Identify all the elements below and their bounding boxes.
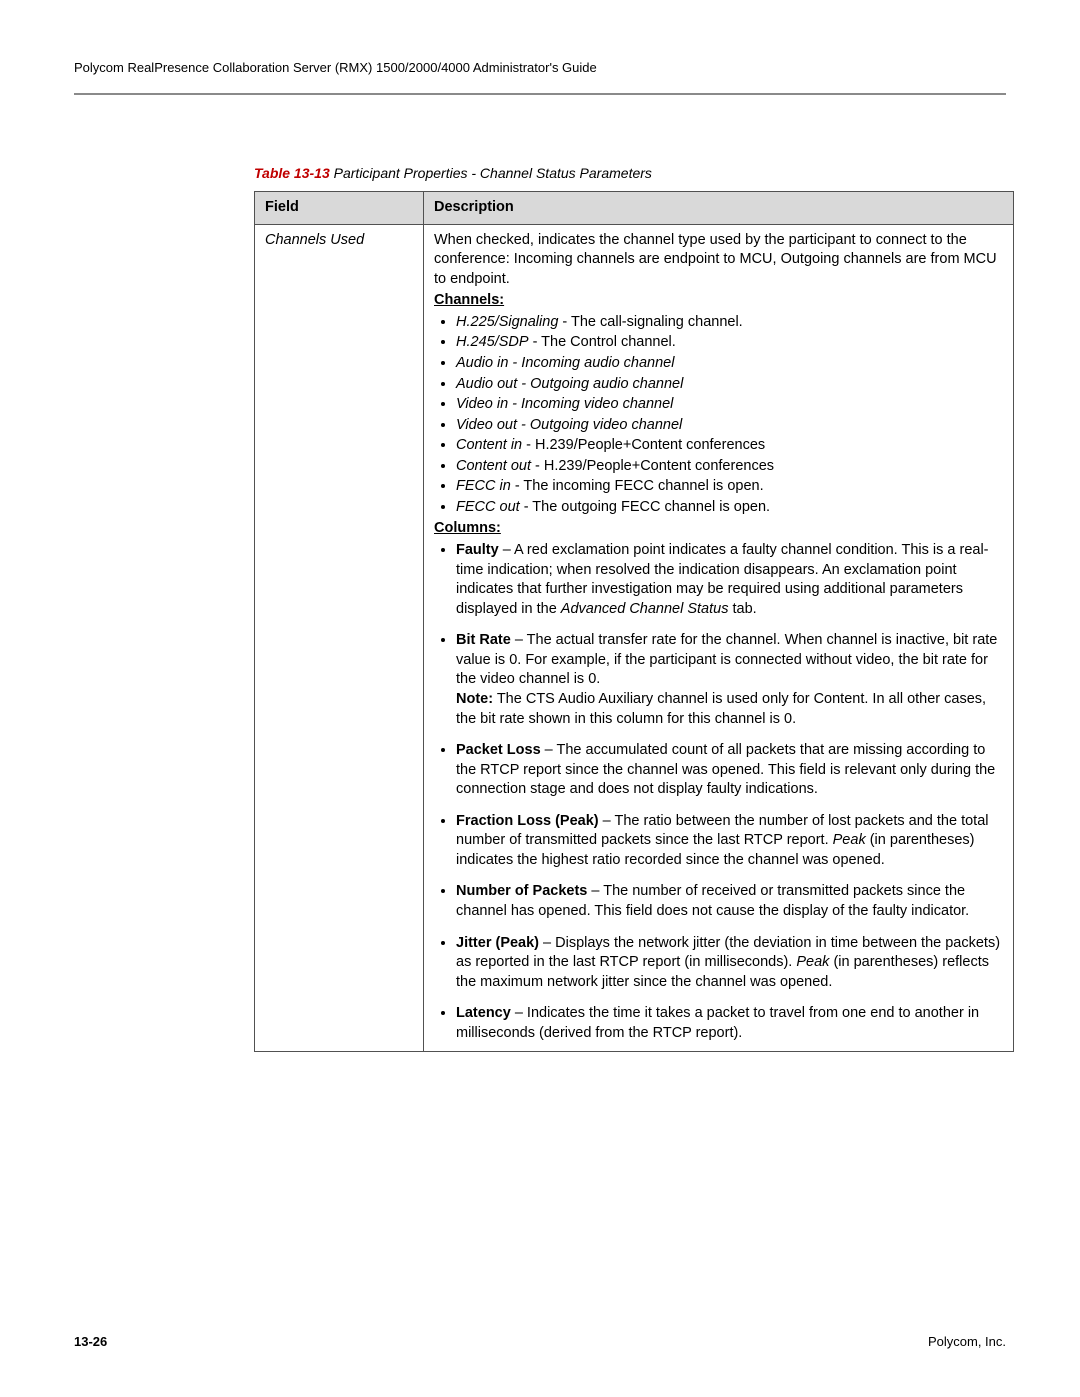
channel-item: Video in - Incoming video channel — [456, 395, 1003, 415]
column-item-fractionloss: Fraction Loss (Peak) – The ratio between… — [456, 812, 1003, 871]
columns-heading: Columns: — [434, 520, 501, 536]
table-row: Channels Used When checked, indicates th… — [255, 224, 1014, 1052]
channel-item: Content in - H.239/People+Content confer… — [456, 436, 1003, 456]
parameters-table: Field Description Channels Used When che… — [254, 191, 1014, 1052]
column-item-faulty: Faulty – A red exclamation point indicat… — [456, 541, 1003, 619]
channels-list: H.225/Signaling - The call-signaling cha… — [434, 313, 1003, 518]
channel-item: Content out - H.239/People+Content confe… — [456, 457, 1003, 477]
channel-item: Audio in - Incoming audio channel — [456, 354, 1003, 374]
channel-item: Video out - Outgoing video channel — [456, 416, 1003, 436]
intro-text: When checked, indicates the channel type… — [434, 231, 1003, 290]
column-item-latency: Latency – Indicates the time it takes a … — [456, 1004, 1003, 1043]
description-cell: When checked, indicates the channel type… — [424, 224, 1014, 1052]
channel-item: H.245/SDP - The Control channel. — [456, 333, 1003, 353]
page: Polycom RealPresence Collaboration Serve… — [0, 0, 1080, 1397]
table-caption: Table 13-13 Participant Properties - Cha… — [254, 165, 1006, 181]
columns-list: Faulty – A red exclamation point indicat… — [434, 541, 1003, 1043]
page-header: Polycom RealPresence Collaboration Serve… — [74, 60, 1006, 95]
table-header-row: Field Description — [255, 192, 1014, 225]
page-number: 13-26 — [74, 1334, 107, 1349]
column-item-bitrate: Bit Rate – The actual transfer rate for … — [456, 631, 1003, 729]
column-item-numpackets: Number of Packets – The number of receiv… — [456, 882, 1003, 921]
field-cell: Channels Used — [255, 224, 424, 1052]
caption-text: Participant Properties - Channel Status … — [330, 165, 652, 181]
column-item-packetloss: Packet Loss – The accumulated count of a… — [456, 741, 1003, 800]
channels-heading: Channels: — [434, 292, 504, 308]
channel-item: Audio out - Outgoing audio channel — [456, 375, 1003, 395]
header-description: Description — [424, 192, 1014, 225]
page-footer: 13-26 Polycom, Inc. — [74, 1334, 1006, 1349]
channel-item: H.225/Signaling - The call-signaling cha… — [456, 313, 1003, 333]
channel-item: FECC in - The incoming FECC channel is o… — [456, 477, 1003, 497]
column-item-jitter: Jitter (Peak) – Displays the network jit… — [456, 934, 1003, 993]
channel-item: FECC out - The outgoing FECC channel is … — [456, 498, 1003, 518]
caption-label: Table 13-13 — [254, 165, 330, 181]
header-text: Polycom RealPresence Collaboration Serve… — [74, 60, 597, 75]
header-field: Field — [255, 192, 424, 225]
footer-company: Polycom, Inc. — [928, 1334, 1006, 1349]
